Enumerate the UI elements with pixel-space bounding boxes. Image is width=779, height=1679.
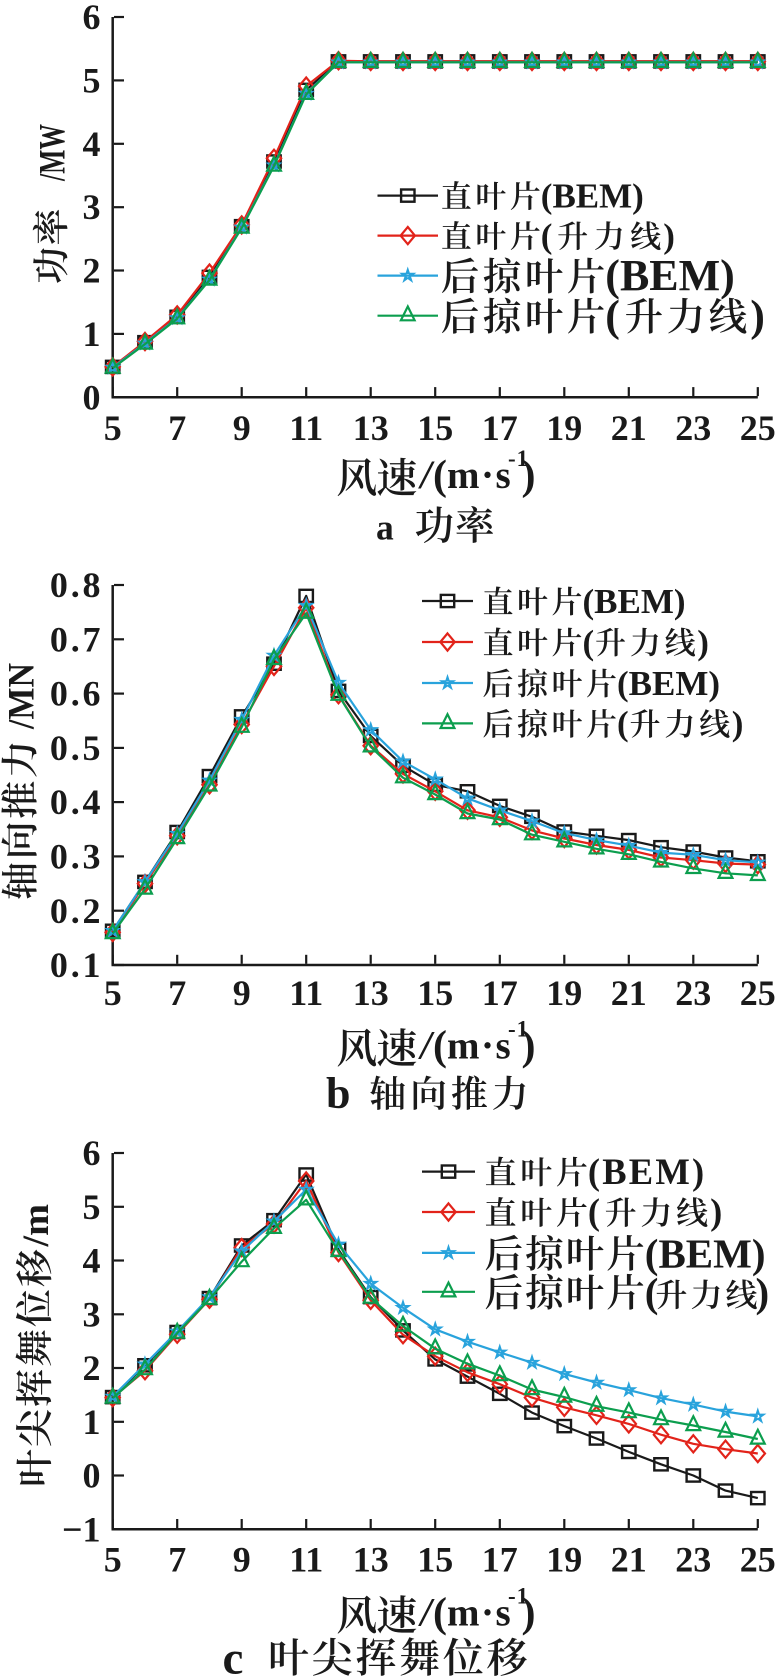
svg-text:0.5: 0.5 <box>50 728 103 768</box>
svg-text:): ) <box>697 623 709 662</box>
svg-text:5: 5 <box>104 973 122 1013</box>
svg-text:17: 17 <box>482 408 518 448</box>
svg-text:c: c <box>223 1633 244 1679</box>
svg-text:0: 0 <box>83 1456 101 1496</box>
svg-text:5: 5 <box>83 61 101 101</box>
svg-text:): ) <box>732 704 744 743</box>
svg-text:): ) <box>750 291 765 340</box>
svg-text:0.1: 0.1 <box>50 945 103 985</box>
svg-text:(: ( <box>433 1024 447 1070</box>
svg-text:13: 13 <box>353 973 389 1013</box>
svg-text:0.6: 0.6 <box>50 674 103 714</box>
svg-text:0.3: 0.3 <box>50 837 103 877</box>
svg-text:-1: -1 <box>508 1584 529 1609</box>
svg-text:(: ( <box>583 623 595 662</box>
svg-text:(: ( <box>541 216 553 255</box>
svg-text:13: 13 <box>353 1539 389 1579</box>
svg-text:(: ( <box>433 453 447 499</box>
svg-text:19: 19 <box>546 408 582 448</box>
svg-text:0.8: 0.8 <box>50 565 103 605</box>
svg-text:13: 13 <box>353 408 389 448</box>
svg-text:): ) <box>522 1591 536 1637</box>
svg-text:0.2: 0.2 <box>50 891 103 931</box>
svg-text:6: 6 <box>83 0 101 37</box>
svg-text:23: 23 <box>675 408 711 448</box>
svg-text:/: / <box>418 1023 436 1068</box>
svg-text:(: ( <box>588 1191 600 1232</box>
svg-text:1: 1 <box>83 314 101 354</box>
svg-text:7: 7 <box>168 1539 186 1579</box>
svg-text:17: 17 <box>482 973 518 1013</box>
svg-text:2: 2 <box>83 1348 101 1388</box>
svg-text:15: 15 <box>417 973 453 1013</box>
svg-text:9: 9 <box>233 408 251 448</box>
svg-text:15: 15 <box>417 408 453 448</box>
svg-text:19: 19 <box>546 1539 582 1579</box>
svg-text:/: / <box>418 452 436 497</box>
svg-text:21: 21 <box>611 1539 647 1579</box>
svg-text:0: 0 <box>83 377 101 417</box>
svg-text:): ) <box>663 216 675 255</box>
svg-text:/MN: /MN <box>2 663 43 730</box>
svg-text:-1: -1 <box>508 446 529 471</box>
svg-text:(: ( <box>605 291 620 340</box>
svg-text:0.7: 0.7 <box>50 619 103 659</box>
svg-text:23: 23 <box>675 1539 711 1579</box>
svg-text:2: 2 <box>83 251 101 291</box>
svg-text:4: 4 <box>83 124 101 164</box>
svg-text:6: 6 <box>83 1133 101 1173</box>
svg-text:19: 19 <box>546 973 582 1013</box>
svg-text:(: ( <box>645 1269 659 1315</box>
svg-text:23: 23 <box>675 973 711 1013</box>
svg-text:0.4: 0.4 <box>50 782 103 822</box>
svg-text:4: 4 <box>83 1241 101 1281</box>
svg-text:7: 7 <box>168 973 186 1013</box>
svg-text:(BEM): (BEM) <box>617 664 720 703</box>
svg-text:9: 9 <box>233 973 251 1013</box>
svg-text:/: / <box>418 1590 436 1635</box>
svg-text:(: ( <box>617 704 629 743</box>
svg-text:21: 21 <box>611 973 647 1013</box>
svg-text:(BEM): (BEM) <box>583 582 686 621</box>
svg-text:3: 3 <box>83 1294 101 1334</box>
svg-text:): ) <box>756 1269 770 1315</box>
svg-text:11: 11 <box>289 1539 323 1579</box>
svg-text:1: 1 <box>83 1402 101 1442</box>
svg-text:(BEM): (BEM) <box>605 251 735 300</box>
svg-text:−1: −1 <box>62 1509 101 1549</box>
svg-text:(BEM): (BEM) <box>645 1231 766 1277</box>
svg-text:21: 21 <box>611 408 647 448</box>
svg-text:5: 5 <box>83 1187 101 1227</box>
svg-text:/m: /m <box>16 1204 57 1248</box>
svg-text:3: 3 <box>83 187 101 227</box>
svg-text:7: 7 <box>168 408 186 448</box>
svg-text:(: ( <box>433 1591 447 1637</box>
svg-text:m·s: m·s <box>447 1025 512 1068</box>
svg-text:(BEM): (BEM) <box>541 176 644 215</box>
svg-text:25: 25 <box>740 973 776 1013</box>
svg-text:a: a <box>376 508 394 548</box>
svg-text:): ) <box>710 1191 722 1232</box>
svg-text:11: 11 <box>289 408 323 448</box>
svg-text:5: 5 <box>104 1539 122 1579</box>
svg-text:b: b <box>326 1069 350 1118</box>
svg-text:): ) <box>522 453 536 499</box>
svg-text:5: 5 <box>104 408 122 448</box>
svg-text:-1: -1 <box>508 1017 529 1042</box>
svg-text:m·s: m·s <box>447 1592 512 1635</box>
svg-text:): ) <box>522 1024 536 1070</box>
svg-text:9: 9 <box>233 1539 251 1579</box>
svg-text:m·s: m·s <box>447 454 512 497</box>
svg-text:11: 11 <box>289 973 323 1013</box>
svg-text:25: 25 <box>740 1539 776 1579</box>
svg-text:(BEM): (BEM) <box>588 1151 706 1192</box>
svg-text:/MW: /MW <box>32 124 73 182</box>
svg-text:25: 25 <box>740 408 776 448</box>
svg-text:17: 17 <box>482 1539 518 1579</box>
svg-text:15: 15 <box>417 1539 453 1579</box>
